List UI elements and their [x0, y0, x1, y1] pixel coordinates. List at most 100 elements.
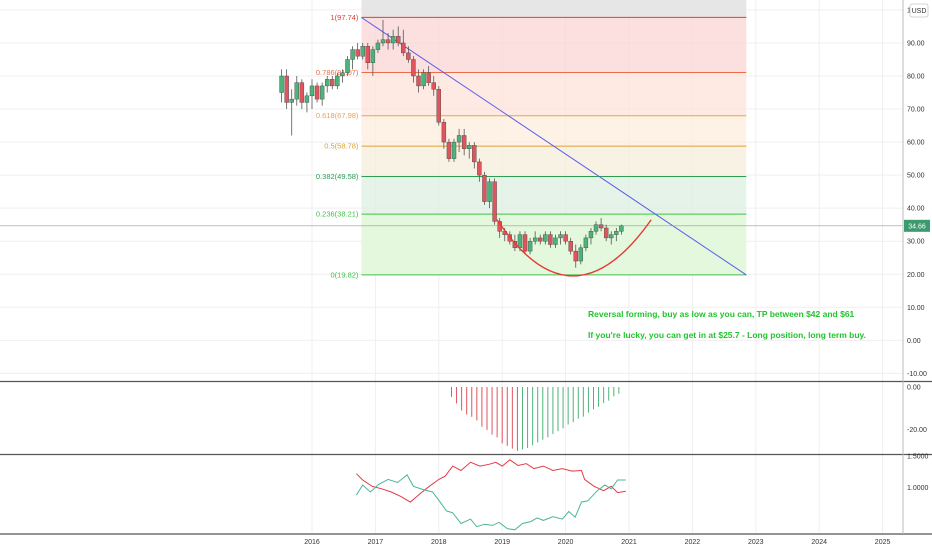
indicator-lines	[355, 459, 626, 531]
candle-body	[335, 75, 340, 87]
y-tick-label: 30.00	[907, 239, 925, 246]
fib-level-label: 0.618(67.98)	[316, 111, 359, 120]
candle	[365, 42, 370, 70]
x-tick-label: 2024	[811, 539, 827, 546]
candle-body	[350, 49, 355, 60]
candle	[472, 142, 477, 169]
candle	[538, 234, 543, 245]
candle-body	[314, 85, 320, 100]
candle-body	[294, 82, 299, 100]
candle	[446, 138, 452, 162]
x-tick-label: 2021	[621, 539, 637, 546]
candle	[375, 39, 381, 53]
candle-body	[598, 224, 604, 229]
candle	[350, 46, 355, 70]
candle	[487, 178, 492, 209]
candle-body	[568, 241, 573, 252]
candle	[431, 76, 436, 96]
candle	[482, 171, 487, 205]
y-tick-label: 90.00	[907, 40, 925, 47]
candle	[396, 26, 401, 47]
x-tick-label: 2017	[368, 539, 384, 546]
candle-body	[431, 82, 436, 90]
oscillator-histogram	[450, 387, 620, 451]
candle-body	[558, 234, 563, 239]
candle-body	[289, 98, 294, 103]
y-tick-label: 0.00	[907, 338, 921, 345]
candle-body	[578, 247, 584, 262]
candle	[614, 228, 619, 242]
candle	[289, 89, 294, 136]
candle-body	[603, 227, 609, 239]
candle	[609, 231, 614, 245]
candle-body	[380, 39, 386, 44]
candle	[492, 178, 497, 225]
candle	[345, 56, 350, 76]
candle-body	[482, 174, 487, 202]
candle	[436, 85, 441, 126]
candle-body	[487, 181, 492, 202]
candle-body	[441, 122, 447, 143]
candle-body	[396, 36, 401, 44]
fib-level-label: 0(19.82)	[331, 270, 359, 279]
candle	[573, 244, 578, 268]
candle	[548, 231, 553, 248]
candle-body	[467, 145, 472, 149]
fib-zones	[361, 0, 747, 275]
candle-body	[538, 237, 543, 242]
fib-level-label: 1(97.74)	[331, 13, 359, 22]
candle	[477, 158, 482, 182]
candle	[284, 69, 289, 110]
candle	[603, 224, 609, 242]
last-price-label: 34.66	[908, 223, 926, 230]
candle	[390, 29, 396, 50]
candle-body	[375, 42, 381, 50]
x-tick-label: 2018	[431, 539, 447, 546]
candle	[583, 234, 589, 252]
candle-body	[543, 234, 548, 242]
currency-button[interactable]: USD	[909, 3, 929, 18]
candle	[340, 69, 345, 83]
candle-body	[304, 95, 310, 103]
last-price-badge: 34.66	[904, 219, 930, 232]
x-tick-label: 2020	[558, 539, 574, 546]
reversal-arc-path	[496, 219, 652, 277]
candle-body	[593, 224, 599, 232]
annotation-line-2: If you're lucky, you can get in at $25.7…	[588, 330, 866, 340]
fib-level-label: 0.236(38.21)	[316, 210, 359, 219]
fib-level-label: 0.786(81.07)	[316, 68, 359, 77]
candle-body	[319, 85, 325, 100]
candle-body	[553, 237, 558, 245]
candle-body	[446, 141, 452, 159]
candle-body	[517, 234, 523, 249]
candle-body	[284, 75, 289, 103]
candle-body	[573, 250, 578, 262]
candle	[461, 128, 467, 156]
osc-tick-label: 0.00	[907, 385, 921, 392]
candle-body	[619, 225, 624, 232]
fib-zone-top	[361, 0, 747, 18]
annotation-line-1: Reversal forming, buy as low as you can,…	[588, 309, 855, 319]
candle	[441, 118, 447, 149]
candle-body	[436, 89, 441, 123]
candle	[401, 29, 406, 57]
candle	[385, 33, 391, 50]
ind-tick-label: 1.0000	[907, 485, 929, 492]
candle-body	[492, 181, 497, 222]
candle-body	[527, 241, 533, 252]
candle	[325, 76, 330, 93]
x-tick-label: 2023	[748, 539, 764, 546]
indicator-series	[356, 459, 626, 503]
candle	[593, 221, 599, 235]
candle	[553, 234, 558, 248]
candle-body	[279, 75, 284, 93]
trendline-line	[361, 17, 747, 276]
candle	[355, 42, 360, 60]
fib-level-label: 0.382(49.58)	[316, 172, 359, 181]
candle-body	[309, 85, 315, 97]
candle	[421, 69, 426, 90]
candle-body	[325, 79, 330, 87]
candle	[279, 69, 284, 103]
candle	[467, 142, 472, 159]
